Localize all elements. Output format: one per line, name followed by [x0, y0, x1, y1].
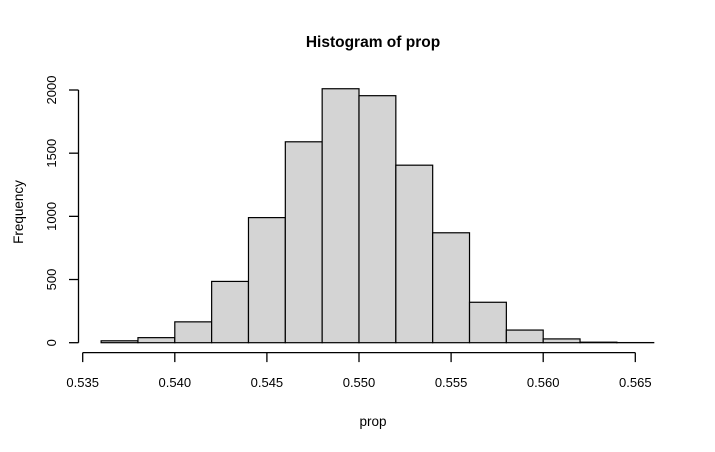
histogram-bar: [321, 88, 360, 344]
histogram-bar: [432, 232, 471, 344]
histogram-bar: [247, 217, 286, 344]
x-tick-label: 0.535: [66, 375, 99, 390]
histogram-bar: [284, 141, 323, 344]
y-tick-label: 500: [44, 269, 59, 291]
x-tick-label: 0.565: [619, 375, 652, 390]
x-axis: 0.535 0.540 0.545 0.550 0.555 0.560 0.565: [66, 351, 652, 390]
histogram-bar: [358, 95, 397, 344]
histogram-bar: [395, 164, 434, 344]
histogram-bar: [505, 329, 544, 344]
histogram-bar: [137, 337, 176, 344]
y-tick-label: 1500: [44, 139, 59, 168]
y-axis: 0 500 1000 1500 2000: [44, 76, 80, 346]
y-tick-label: 2000: [44, 76, 59, 105]
x-tick-label: 0.545: [251, 375, 284, 390]
x-axis-title: prop: [359, 414, 386, 429]
histogram-bar: [100, 340, 139, 344]
y-tick-label: 0: [44, 339, 59, 346]
histogram-bar: [468, 301, 507, 344]
x-tick-label: 0.555: [435, 375, 468, 390]
histogram-bar: [542, 338, 581, 344]
histogram-bar: [174, 321, 213, 344]
histogram-bars: [100, 88, 655, 344]
histogram-bar: [579, 341, 618, 344]
histogram-bar: [211, 280, 250, 344]
y-tick-label: 1000: [44, 202, 59, 231]
y-axis-title: Frequency: [11, 180, 26, 244]
x-tick-label: 0.550: [343, 375, 376, 390]
x-tick-label: 0.540: [159, 375, 192, 390]
x-tick-label: 0.560: [527, 375, 560, 390]
chart-title: Histogram of prop: [306, 34, 440, 51]
